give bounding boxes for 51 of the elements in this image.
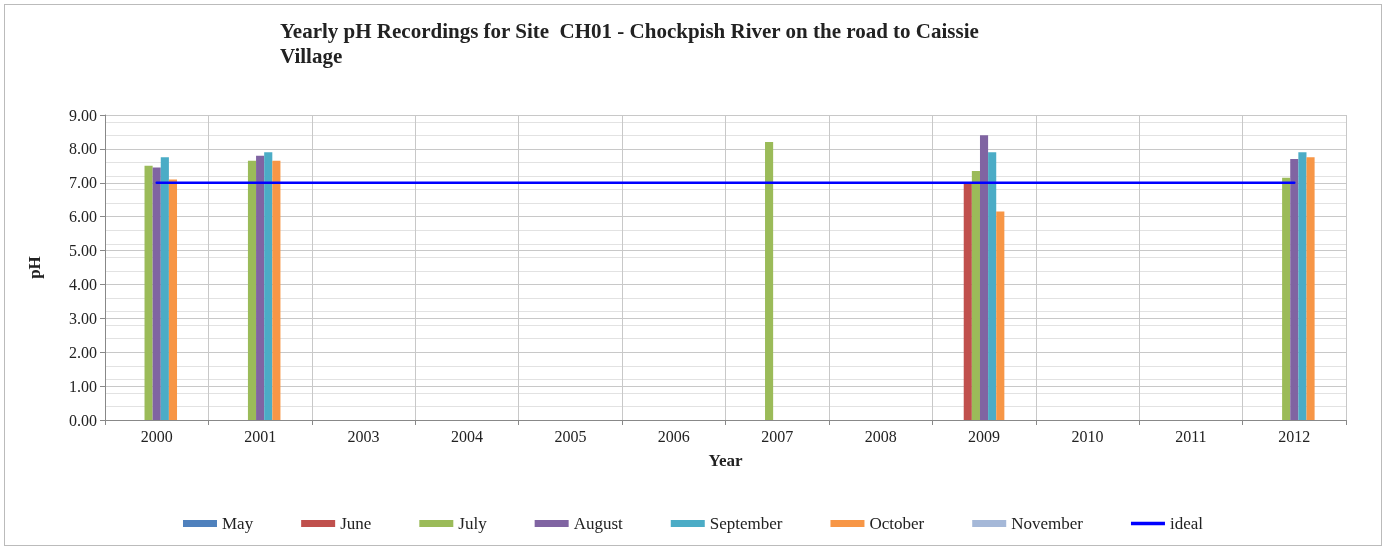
x-tick-label: 2005 (554, 427, 587, 445)
x-tick-label: 2010 (1071, 427, 1104, 445)
legend-label: ideal (1169, 514, 1204, 533)
y-tick-label: 9.00 (69, 106, 97, 124)
bar (144, 165, 153, 420)
bar (272, 160, 281, 420)
x-tick-label: 2011 (1175, 427, 1207, 445)
bar (247, 160, 257, 420)
chart-title: Yearly pH Recordings for Site CH01 - Chockpish River on the road to Caissie Village (280, 18, 979, 68)
legend-label: September (709, 514, 783, 533)
y-tick-label: 3.00 (69, 309, 97, 327)
x-tick-label: 2007 (761, 427, 794, 445)
legend-label: October (869, 514, 925, 533)
legend-label: November (1011, 514, 1084, 533)
x-tick-label: 2003 (347, 427, 380, 445)
x-tick-label: 2001 (244, 427, 277, 445)
bar (1290, 159, 1299, 420)
y-tick-label: 4.00 (69, 275, 97, 293)
bar (765, 142, 774, 420)
legend-label: June (340, 514, 372, 533)
y-tick-label: 1.00 (69, 377, 97, 395)
x-tick-label: 2006 (657, 427, 690, 445)
bar (1282, 177, 1291, 420)
x-tick-label: 2012 (1278, 427, 1311, 445)
bar (988, 152, 997, 420)
legend-label: July (458, 514, 488, 533)
bar (152, 167, 161, 420)
x-tick-label: 2000 (140, 427, 173, 445)
bar (264, 152, 273, 420)
bar (979, 135, 989, 420)
y-tick-label: 8.00 (69, 140, 97, 158)
bar (168, 179, 178, 420)
y-tick-label: 0.00 (69, 411, 97, 429)
bar (996, 211, 1005, 420)
bar (160, 157, 169, 420)
y-axis-title: pH (25, 256, 44, 279)
y-tick-label: 6.00 (69, 208, 97, 226)
x-tick-label: 2009 (968, 427, 1001, 445)
x-axis-title: Year (708, 451, 743, 470)
bar (971, 170, 980, 420)
y-tick-label: 2.00 (69, 343, 97, 361)
bar (256, 155, 265, 420)
x-tick-label: 2008 (864, 427, 897, 445)
y-tick-label: 7.00 (69, 174, 97, 192)
legend-label: August (573, 514, 624, 533)
bar (1298, 152, 1307, 420)
y-tick-label: 5.00 (69, 242, 97, 260)
legend-label: May (221, 514, 254, 533)
bar (1306, 157, 1315, 420)
x-tick-label: 2004 (450, 427, 483, 445)
bar (963, 182, 972, 420)
